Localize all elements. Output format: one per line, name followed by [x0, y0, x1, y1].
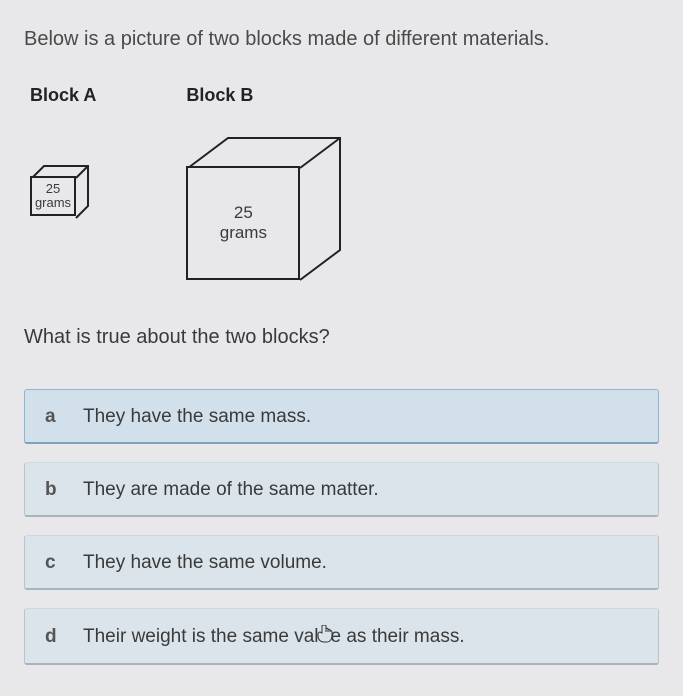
block-b-front-face: 25 grams: [186, 166, 300, 280]
block-b-mass-value: 25: [234, 203, 253, 223]
blocks-row: Block A 25 grams Block B 25 grams: [30, 85, 659, 282]
block-b-cube: 25 grams: [186, 136, 342, 282]
block-b-column: Block B 25 grams: [186, 85, 342, 282]
block-a-label: Block A: [30, 85, 96, 106]
question-text: What is true about the two blocks?: [24, 326, 659, 349]
block-b-label: Block B: [186, 85, 253, 106]
block-a-front-face: 25 grams: [30, 176, 76, 216]
option-a-letter: a: [45, 406, 61, 428]
option-d[interactable]: d Their weight is the same val e as their…: [24, 608, 659, 665]
block-a-column: Block A 25 grams: [30, 85, 96, 216]
intro-text: Below is a picture of two blocks made of…: [24, 28, 659, 51]
options-list: a They have the same mass. b They are ma…: [24, 389, 659, 665]
option-d-letter: d: [45, 626, 61, 648]
option-b[interactable]: b They are made of the same matter.: [24, 462, 659, 517]
block-b-mass-unit: grams: [220, 223, 267, 243]
option-b-letter: b: [45, 479, 61, 501]
option-d-text-before: Their weight is the same val: [83, 626, 319, 647]
option-b-text: They are made of the same matter.: [83, 479, 638, 501]
option-a-text: They have the same mass.: [83, 406, 638, 428]
block-a-mass-unit: grams: [35, 196, 71, 210]
block-a-cube: 25 grams: [30, 164, 88, 216]
option-d-text-after: e as their mass.: [331, 626, 465, 647]
option-c[interactable]: c They have the same volume.: [24, 535, 659, 590]
option-c-letter: c: [45, 552, 61, 574]
block-a-mass-value: 25: [46, 182, 60, 196]
option-c-text: They have the same volume.: [83, 552, 638, 574]
option-d-text: Their weight is the same val e as their m…: [83, 625, 638, 649]
option-a[interactable]: a They have the same mass.: [24, 389, 659, 444]
